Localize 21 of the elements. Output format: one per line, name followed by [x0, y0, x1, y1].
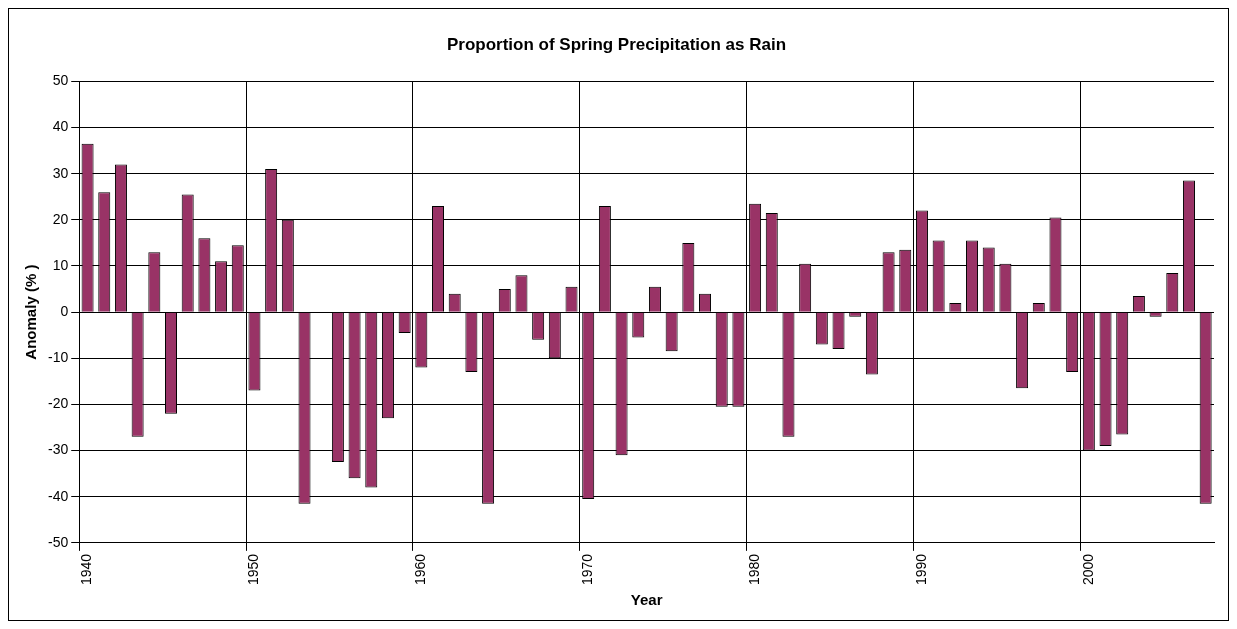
y-tick-label: -40	[48, 487, 69, 504]
x-tick-label: 1940	[78, 553, 95, 586]
y-tick-label: 30	[52, 164, 69, 181]
x-tick-label: 1970	[579, 553, 596, 586]
y-tick-label: -10	[48, 349, 69, 366]
y-tick-label: 50	[52, 72, 69, 89]
x-tick-label: 1960	[412, 553, 429, 586]
y-tick-label: 40	[52, 118, 69, 135]
x-tick-label: 1990	[912, 553, 929, 586]
chart-title: Proportion of Spring Precipitation as Rain	[446, 34, 787, 54]
x-tick-label: 1950	[245, 553, 262, 586]
y-tick-label: -50	[48, 533, 69, 550]
y-tick-label: -30	[48, 441, 69, 458]
y-axis-title: Anomaly (% )	[22, 264, 40, 360]
y-tick-label: 10	[52, 256, 69, 273]
x-tick-label: 2000	[1079, 553, 1096, 586]
x-tick-label: 1980	[745, 553, 762, 586]
y-tick-label: 0	[60, 302, 69, 319]
y-tick-label: -20	[48, 395, 69, 412]
y-tick-label: 20	[52, 210, 69, 227]
x-axis-title: Year	[630, 591, 663, 609]
